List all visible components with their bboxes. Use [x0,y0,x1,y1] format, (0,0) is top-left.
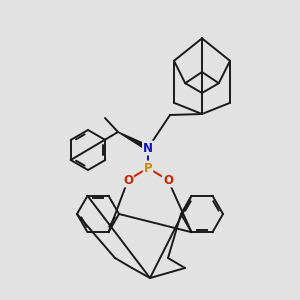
Polygon shape [118,132,149,150]
Text: N: N [143,142,153,154]
Text: O: O [123,173,133,187]
Text: O: O [163,173,173,187]
Text: P: P [144,161,152,175]
